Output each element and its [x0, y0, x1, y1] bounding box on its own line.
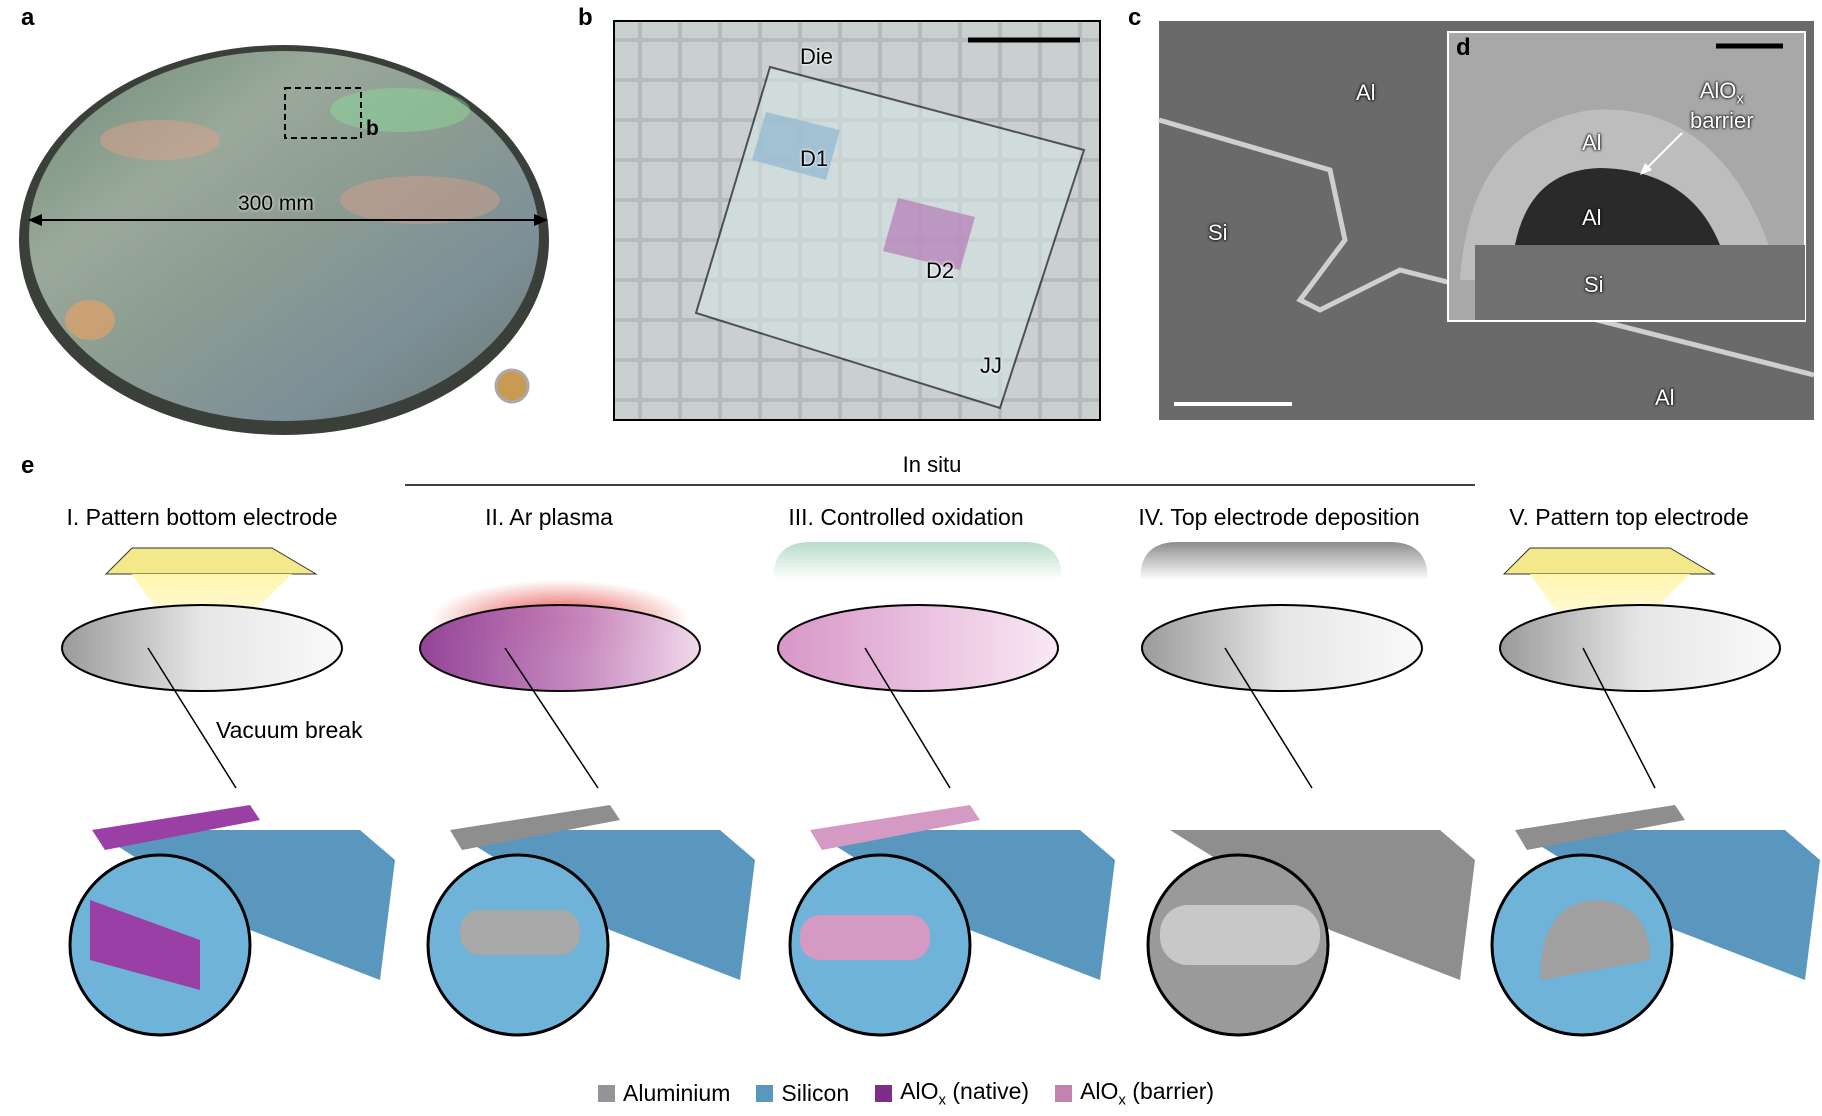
d-al-mid-label: Al — [1582, 205, 1602, 230]
step-3-title: III. Controlled oxidation — [788, 504, 1024, 530]
vacuum-break-label: Vacuum break — [216, 717, 363, 743]
step-5-graphic — [1490, 547, 1820, 1037]
step-1-graphic — [61, 547, 395, 1037]
legend-subscript: x — [938, 1091, 946, 1109]
legend-subscript: x — [1118, 1091, 1126, 1109]
barrier-text: AlO — [1699, 78, 1737, 103]
step-2-title: II. Ar plasma — [485, 504, 613, 530]
legend-text: AlO — [1080, 1078, 1119, 1104]
d-barrier-label: AlOx barrier — [1690, 80, 1754, 132]
wafer-photo — [19, 45, 549, 435]
legend-swatch — [1055, 1084, 1073, 1102]
legend-swatch — [875, 1084, 893, 1102]
legend-label: AlOx (native) — [900, 1078, 1029, 1109]
inset-ref-label: b — [366, 117, 379, 140]
panel-label-d: d — [1456, 34, 1471, 61]
legend-item-alox-barrier: AlOx (barrier) — [1055, 1078, 1214, 1109]
barrier-subscript: x — [1736, 90, 1744, 108]
legend-suffix: (barrier) — [1125, 1078, 1215, 1104]
d1-label: D1 — [800, 146, 829, 171]
c-al-top-label: Al — [1356, 80, 1376, 105]
legend-swatch — [598, 1084, 615, 1102]
c-si-label: Si — [1208, 220, 1228, 245]
d-al-top-label: Al — [1582, 130, 1602, 155]
legend-label: Silicon — [781, 1079, 850, 1106]
d2-label: D2 — [926, 258, 955, 283]
step-3-graphic — [773, 542, 1115, 1037]
legend-item-silicon: Silicon — [756, 1080, 849, 1107]
tem-image — [1447, 31, 1806, 322]
die-micrograph — [613, 20, 1101, 421]
legend-label: Aluminium — [623, 1079, 731, 1106]
legend-item-aluminium: Aluminium — [598, 1080, 730, 1107]
panel-label-b: b — [578, 4, 593, 31]
c-al-bottom-label: Al — [1655, 385, 1675, 410]
step-2-graphic — [419, 580, 755, 1037]
die-label: Die — [800, 44, 834, 69]
legend-suffix: (native) — [945, 1078, 1030, 1104]
panel-label-e: e — [21, 452, 35, 479]
legend-swatch — [756, 1084, 774, 1102]
barrier-word: barrier — [1690, 108, 1754, 134]
panel-label-c: c — [1128, 4, 1142, 31]
step-4-graphic — [1140, 542, 1475, 1037]
jj-label: JJ — [980, 353, 1002, 378]
step-4-title: IV. Top electrode deposition — [1138, 504, 1420, 530]
legend-text: AlO — [900, 1078, 939, 1104]
in-situ-label: In situ — [902, 452, 962, 477]
wafer-diameter-label: 300 mm — [238, 192, 314, 215]
step-5-title: V. Pattern top electrode — [1509, 504, 1749, 530]
step-1-title: I. Pattern bottom electrode — [66, 504, 338, 530]
legend: Aluminium Silicon AlOx (native) AlOx (ba… — [598, 1078, 1214, 1109]
legend-item-alox-native: AlOx (native) — [875, 1078, 1029, 1109]
panel-label-a: a — [21, 4, 35, 31]
d-si-label: Si — [1584, 272, 1604, 297]
legend-label: AlOx (barrier) — [1080, 1078, 1214, 1109]
